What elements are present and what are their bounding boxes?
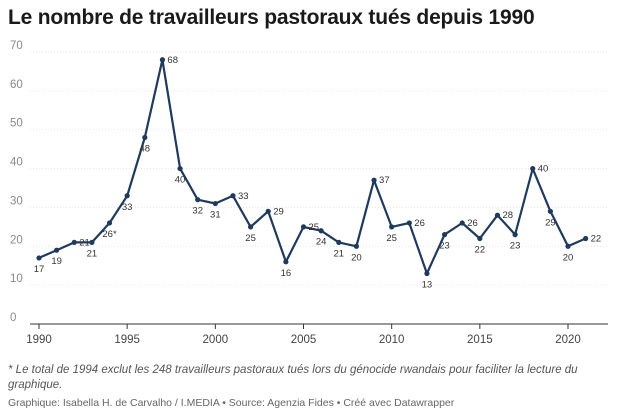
data-point (406, 220, 412, 226)
gridlines (30, 51, 608, 325)
data-point (353, 243, 359, 249)
data-label: 32 (192, 206, 203, 217)
data-point (283, 259, 289, 265)
data-point (512, 232, 518, 238)
y-axis-ticks: 0 10 20 30 40 50 60 70 (10, 40, 23, 324)
data-point (565, 243, 571, 249)
y-tick-label: 0 (10, 312, 16, 324)
data-point (265, 208, 271, 214)
data-point (300, 224, 307, 230)
data-point (106, 220, 113, 226)
data-label: 40 (175, 175, 186, 186)
y-tick-label: 10 (10, 273, 23, 285)
x-tick-label: 2015 (467, 334, 493, 346)
data-point (230, 193, 236, 199)
x-tick-label: 1995 (114, 334, 140, 346)
data-label: 20 (563, 252, 574, 263)
data-label: 28 (502, 210, 513, 221)
data-label: 26 (467, 218, 478, 229)
x-tick-label: 2000 (203, 334, 229, 346)
data-label: 17 (34, 264, 45, 275)
data-point (248, 224, 254, 230)
data-point (477, 235, 483, 242)
data-point (124, 193, 130, 199)
data-label: 40 (538, 164, 549, 175)
data-point (494, 212, 501, 218)
data-point (142, 134, 148, 141)
data-point (89, 239, 95, 245)
x-axis-ticks: 1990 1995 2000 2005 2010 2015 2020 (26, 324, 581, 346)
data-label: 37 (379, 175, 390, 186)
data-label: 20 (351, 252, 362, 263)
data-label: 13 (422, 279, 433, 290)
data-point (177, 165, 183, 172)
footnote: * Le total de 1994 exclut les 248 travai… (8, 364, 578, 391)
data-label: 22 (475, 245, 486, 256)
y-tick-label: 50 (10, 118, 23, 130)
series-line (37, 58, 587, 275)
x-tick-label: 2010 (379, 334, 405, 346)
data-label: 29 (273, 206, 284, 217)
line-chart: 0 10 20 30 40 50 60 70 1990 1995 2000 2005 2010 2015… (10, 40, 608, 346)
data-label: 33 (122, 202, 133, 213)
data-label: 33 (238, 191, 249, 202)
y-tick-label: 30 (10, 195, 23, 207)
x-tick-label: 2020 (555, 334, 581, 346)
data-label: 23 (439, 241, 450, 252)
y-tick-label: 70 (10, 40, 23, 52)
data-label: 29 (545, 217, 556, 228)
data-point (424, 270, 430, 277)
data-point (547, 208, 553, 214)
data-label: 48 (140, 143, 151, 154)
data-point (389, 224, 395, 230)
y-tick-label: 60 (10, 79, 23, 91)
y-tick-label: 40 (10, 157, 23, 169)
data-point (459, 220, 465, 226)
data-points (36, 57, 589, 277)
data-point (36, 255, 42, 261)
chart-title: Le nombre de travailleurs pastoraux tués… (8, 6, 535, 29)
data-label: 68 (167, 55, 178, 66)
data-point (318, 228, 324, 234)
data-label: 23 (510, 241, 521, 252)
data-label: 22 (591, 234, 602, 245)
x-tick-label: 1990 (26, 334, 52, 346)
data-label: 25 (309, 222, 320, 233)
data-label: 19 (51, 256, 62, 267)
x-tick-label: 2005 (291, 334, 317, 346)
data-point (212, 200, 218, 207)
data-point (583, 235, 589, 242)
data-label: 26 (414, 218, 425, 229)
data-label: 25 (245, 233, 256, 244)
data-point (336, 239, 342, 245)
data-label: 25 (386, 233, 397, 244)
data-point (159, 57, 166, 63)
credits: Graphique: Isabella H. de Carvalho / I.M… (8, 397, 455, 409)
data-point (371, 177, 377, 183)
data-label: 21 (79, 237, 90, 248)
y-tick-label: 20 (10, 234, 23, 246)
data-point (54, 247, 60, 253)
data-label: 24 (316, 237, 327, 248)
data-label: 31 (210, 210, 221, 221)
data-label: 21 (87, 248, 98, 259)
data-label: 21 (333, 248, 344, 259)
data-point (71, 239, 77, 245)
data-point (530, 165, 536, 172)
data-label: 26* (102, 229, 117, 240)
data-point (441, 232, 448, 238)
data-point (195, 197, 201, 203)
data-label: 16 (281, 268, 292, 279)
